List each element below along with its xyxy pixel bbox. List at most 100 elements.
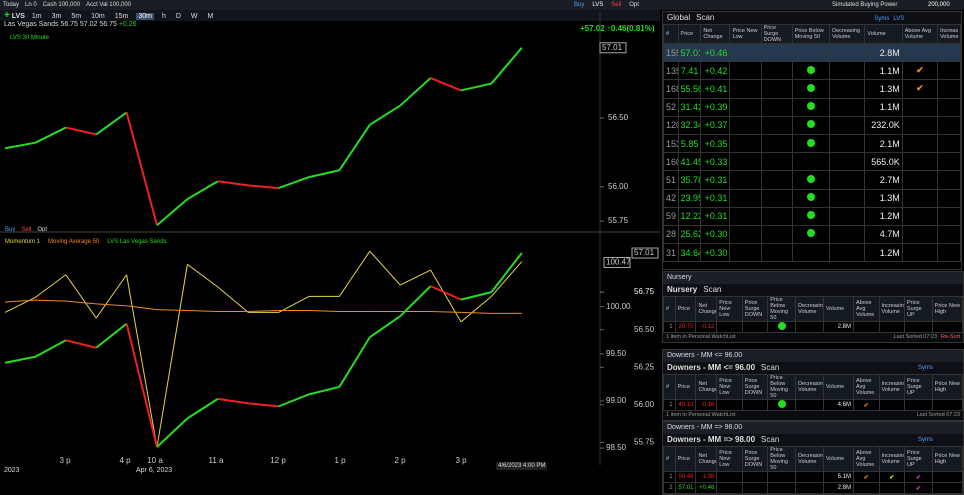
column-header[interactable]: Volume — [864, 24, 903, 44]
row[interactable]: 51 35.78 +0.31 2.7M — [663, 170, 961, 190]
column-header[interactable]: Increas Volume — [937, 24, 961, 44]
list-name[interactable]: Downers - MM <= 96.00 — [667, 363, 756, 372]
scan-toggle[interactable]: Scan — [703, 285, 722, 294]
column-header[interactable]: Decreasing Volume — [829, 24, 866, 44]
column-header[interactable]: Price New Low — [729, 24, 762, 44]
row[interactable]: 1535.85 +0.35 2.1M — [663, 133, 961, 154]
column-header[interactable]: Price New Low — [716, 446, 743, 472]
row[interactable]: 2 57.01 +0.46 2.8M ✔ — [663, 482, 964, 494]
column-header[interactable]: # — [663, 296, 676, 322]
row[interactable]: 1 40.13 -0.16 4.6M ✔ — [663, 399, 964, 411]
column-header[interactable]: Above Avg Volume — [853, 446, 880, 472]
column-header[interactable]: Above Avg Volume — [853, 296, 880, 322]
scan-toggle[interactable]: Scan — [761, 363, 780, 372]
column-header[interactable]: # — [663, 374, 676, 400]
column-header[interactable]: Price — [677, 24, 702, 44]
list-name[interactable]: Downers - MM => 98.00 — [667, 435, 756, 444]
column-header[interactable]: Price New High — [931, 374, 964, 400]
symbol[interactable]: LVS — [11, 13, 25, 20]
cell: +0.33 — [700, 152, 731, 172]
column-header[interactable]: Net Change — [695, 374, 718, 400]
timeframe[interactable]: 3m — [51, 13, 62, 20]
trade-item[interactable]: LVS — [592, 2, 604, 8]
timeframe[interactable]: 30m — [136, 13, 154, 20]
row[interactable]: 1357.41 +0.42 1.1M ✔ — [663, 61, 961, 81]
sym[interactable]: LVS — [893, 16, 905, 22]
column-header[interactable]: Volume — [822, 374, 855, 400]
cell — [760, 206, 793, 226]
column-header[interactable]: Price New High — [931, 446, 964, 472]
syms[interactable]: Syms — [918, 437, 933, 443]
resort[interactable]: Re-Sort — [941, 334, 960, 340]
column-header[interactable]: Net Change — [700, 24, 731, 44]
trade-item[interactable]: Buy — [574, 2, 585, 8]
trade-item[interactable]: Sell — [611, 2, 622, 8]
timeframe[interactable]: 5m — [71, 13, 82, 20]
row[interactable]: 59 12.22 +0.31 1.2M — [663, 206, 961, 226]
column-header[interactable]: # — [663, 24, 679, 44]
column-header[interactable]: Price Surge DOWN — [741, 446, 769, 472]
cell — [729, 224, 762, 245]
line-segment — [308, 169, 340, 179]
order-button[interactable]: Buy — [5, 227, 16, 233]
row[interactable]: 12032.34+0.37 232.0K — [663, 115, 961, 135]
column-header[interactable]: Above Avg Volume — [901, 24, 939, 44]
column-header[interactable]: # — [663, 446, 676, 472]
column-header[interactable]: Decreasing Volume — [795, 446, 824, 472]
row[interactable]: 16855.50+0.41 1.3M ✔ — [663, 79, 961, 99]
column-header[interactable]: Decreasing Volume — [795, 296, 824, 322]
column-header[interactable]: Price Surge DOWN — [760, 24, 793, 44]
row[interactable]: 28 25.62 +0.30 4.7M — [663, 224, 961, 245]
timeframe[interactable]: D — [175, 13, 181, 20]
column-header[interactable]: Net Change — [695, 296, 718, 322]
column-header[interactable]: Net Change — [695, 446, 718, 472]
cell — [937, 152, 961, 172]
timeframe[interactable]: 10m — [91, 13, 105, 20]
column-header[interactable]: Price Surge UP — [903, 296, 933, 322]
syms[interactable]: Syms — [874, 16, 890, 22]
timeframe[interactable]: W — [190, 13, 198, 20]
column-header[interactable]: Price — [674, 446, 697, 472]
column-header[interactable]: Increasing Volume — [878, 446, 905, 472]
order-button[interactable]: Opt — [37, 227, 48, 233]
scan-toggle[interactable]: Scan — [696, 13, 715, 22]
timeframe[interactable]: 15m — [114, 13, 129, 20]
column-header[interactable]: Price Surge UP — [903, 446, 933, 472]
column-header[interactable]: Price Below Moving 50 — [767, 296, 797, 322]
row[interactable]: 1 20.70 -0.12 2.8M — [663, 321, 964, 333]
syms[interactable]: Syms — [918, 365, 933, 371]
timeframe[interactable]: h — [161, 13, 166, 20]
column-header[interactable]: Price Below Moving 50 — [767, 374, 797, 400]
timeframe[interactable]: 1m — [31, 13, 42, 20]
column-header[interactable]: Decreasing Volume — [795, 374, 824, 400]
row[interactable]: 31 34.64 +0.30 1.2M — [663, 243, 961, 263]
column-header[interactable]: Price New Low — [716, 296, 743, 322]
column-header[interactable]: Above Avg Volume — [853, 374, 880, 400]
timeframe[interactable]: M — [207, 13, 214, 20]
line-segment — [460, 291, 492, 301]
column-header[interactable]: Volume — [822, 446, 855, 472]
column-header[interactable]: Price New Low — [716, 374, 743, 400]
list-name[interactable]: Nursery — [667, 285, 698, 294]
column-header[interactable]: Price — [674, 296, 697, 322]
scan-toggle[interactable]: Scan — [761, 435, 780, 444]
row[interactable]: 15557.01+0.46 2.8M — [663, 42, 961, 63]
row[interactable]: 42 23.95 +0.31 1.3M — [663, 188, 961, 208]
column-header[interactable]: Price Below Moving 50 — [767, 446, 797, 472]
list-name[interactable]: Global — [667, 13, 691, 22]
column-header[interactable]: Volume — [822, 296, 855, 322]
column-header[interactable]: Increasing Volume — [878, 374, 905, 400]
column-header[interactable]: Price Surge DOWN — [741, 296, 769, 322]
column-header[interactable]: Price Below Moving 50 — [791, 24, 831, 44]
column-header[interactable]: Price Surge UP — [903, 374, 933, 400]
row[interactable]: 16041.45+0.33 565.0K — [663, 152, 961, 172]
column-header[interactable]: Increasing Volume — [878, 296, 905, 322]
column-header[interactable]: Price Surge DOWN — [741, 374, 769, 400]
row[interactable]: 52 31.42 +0.39 1.1M — [663, 97, 961, 117]
column-header[interactable]: Price New High — [931, 296, 964, 322]
trade-item[interactable]: Opt — [629, 2, 639, 8]
row[interactable]: 1 50.48 -1.38 5.1M ✔ ✔ ✔ — [663, 471, 964, 483]
status-dot — [777, 400, 786, 408]
column-header[interactable]: Price — [674, 374, 697, 400]
order-button[interactable]: Sell — [21, 227, 32, 233]
